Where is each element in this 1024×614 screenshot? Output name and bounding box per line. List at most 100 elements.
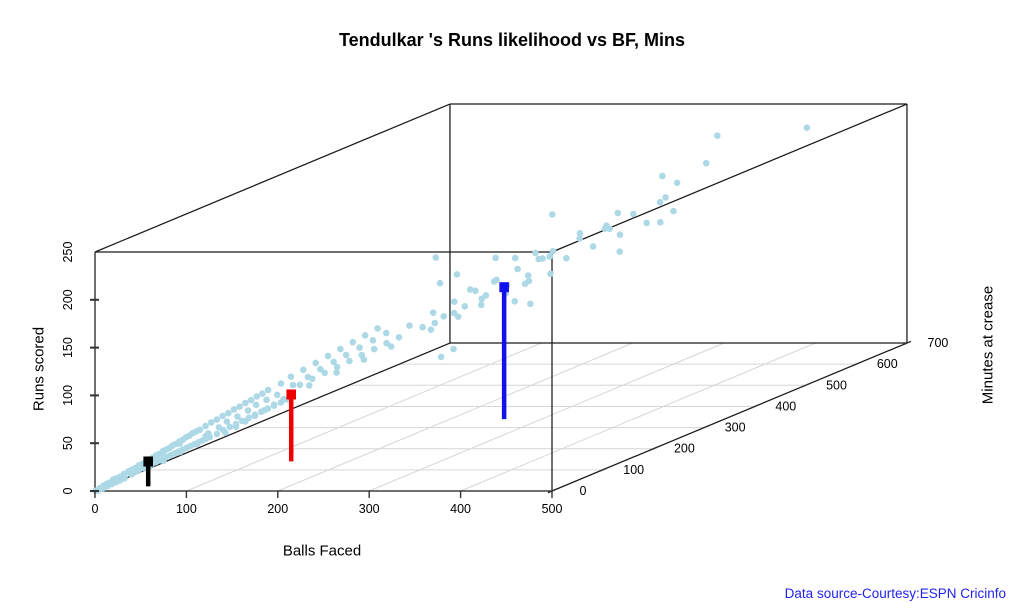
scatter-point <box>205 430 212 437</box>
scatter-point <box>346 357 353 365</box>
scatter-point <box>202 422 209 430</box>
scatter-point <box>219 412 226 420</box>
scatter-point <box>337 345 344 353</box>
y-axis-label: Runs scored <box>30 326 48 412</box>
scatter-point <box>670 207 677 215</box>
z-tick-label: 300 <box>725 421 746 435</box>
y-tick-label: 150 <box>61 337 75 358</box>
scatter-point <box>659 172 666 180</box>
scatter-point <box>333 369 340 376</box>
y-tick-label: 100 <box>61 385 75 406</box>
scatter-point <box>193 440 201 448</box>
scatter-point <box>453 271 461 278</box>
scatter-point <box>270 401 278 409</box>
z-tick-label: 400 <box>775 399 796 413</box>
scatter-point <box>342 351 350 359</box>
scatter-point <box>490 278 498 285</box>
scatter-point <box>472 287 479 295</box>
axis-ticks-labels: 0 100 200 300 400 500 0 50 100 150 200 250 0 100 200 30… <box>61 242 948 516</box>
scatter-point <box>287 373 295 381</box>
cluster-bars <box>143 282 509 487</box>
scatter-point <box>223 418 231 425</box>
scatter-point <box>630 210 637 218</box>
scatter-point <box>511 298 518 305</box>
scatter-point <box>576 230 584 237</box>
scatter-points <box>92 124 811 495</box>
scatter-point <box>549 247 557 255</box>
scatter-point <box>657 219 664 226</box>
scatter-point <box>244 407 252 414</box>
scatter-point <box>333 363 341 371</box>
z-tick-label: 600 <box>877 357 898 371</box>
z-tick <box>598 467 607 473</box>
z-tick <box>801 382 810 388</box>
scatter-point <box>159 449 167 456</box>
scatter-point <box>236 403 243 411</box>
scatter-point <box>356 344 363 351</box>
scatter-point <box>280 395 288 403</box>
scatter-point <box>589 243 597 250</box>
box-edges <box>94 103 908 492</box>
scatter-point <box>361 332 369 339</box>
scatter-point <box>289 381 297 389</box>
scatter-point <box>312 359 320 367</box>
scatter-point <box>606 225 613 233</box>
box-edge <box>551 342 908 492</box>
scatter-point <box>419 323 426 331</box>
scatter-point <box>547 270 554 278</box>
cluster-marker-cluster-mid <box>286 389 297 400</box>
x-tick-label: 0 <box>92 502 99 516</box>
scatter-point <box>259 390 266 398</box>
scatter-point <box>234 413 241 420</box>
scatter-point <box>360 356 368 363</box>
scatter-point <box>253 393 260 400</box>
scatter-point <box>466 286 474 293</box>
scatter-point <box>225 409 232 417</box>
scatter-point <box>546 253 553 260</box>
scatter-point <box>431 319 439 327</box>
scatter-point <box>539 255 546 262</box>
scatter-point <box>247 396 255 404</box>
x-tick-label: 400 <box>450 502 471 516</box>
scatter-point <box>803 124 811 131</box>
z-tick-label: 100 <box>623 463 644 477</box>
scatter-point <box>349 338 357 346</box>
x-tick-label: 100 <box>176 502 197 516</box>
scatter-point <box>226 423 234 431</box>
scatter-point <box>451 298 458 306</box>
x-tick-label: 500 <box>542 502 563 516</box>
scatter-point <box>242 418 249 425</box>
chart-title: Tendulkar 's Runs likelihood vs BF, Mins <box>338 30 685 50</box>
scatter-point <box>461 303 469 310</box>
scatter-point <box>643 219 650 227</box>
scatter-point <box>432 254 440 261</box>
scatter-point <box>492 254 499 262</box>
z-tick <box>851 361 861 367</box>
scatter-point <box>383 339 390 347</box>
scatter-point <box>406 322 413 329</box>
scatter-point <box>252 401 260 409</box>
scatter-point <box>112 475 120 482</box>
scatter-point <box>576 235 583 242</box>
scatter-point <box>120 473 127 480</box>
scatter-point <box>213 416 221 423</box>
scatter-point <box>330 358 338 366</box>
scatter-point <box>277 380 285 387</box>
z-tick-label: 700 <box>928 336 949 350</box>
scatter-point <box>616 231 624 238</box>
scatter-point <box>222 429 229 437</box>
scatter-point <box>176 448 184 456</box>
scatter-point <box>213 430 221 438</box>
scatter-point <box>511 254 519 262</box>
scatter-point <box>477 301 485 309</box>
scatter-point <box>429 309 437 317</box>
scatter-point <box>601 225 609 232</box>
z-tick <box>547 488 557 494</box>
scatter-point <box>450 345 457 353</box>
y-tick-label: 250 <box>61 242 75 263</box>
x-tick-label: 300 <box>359 502 380 516</box>
grid-line-x <box>460 342 816 492</box>
scatter-point <box>263 396 270 404</box>
